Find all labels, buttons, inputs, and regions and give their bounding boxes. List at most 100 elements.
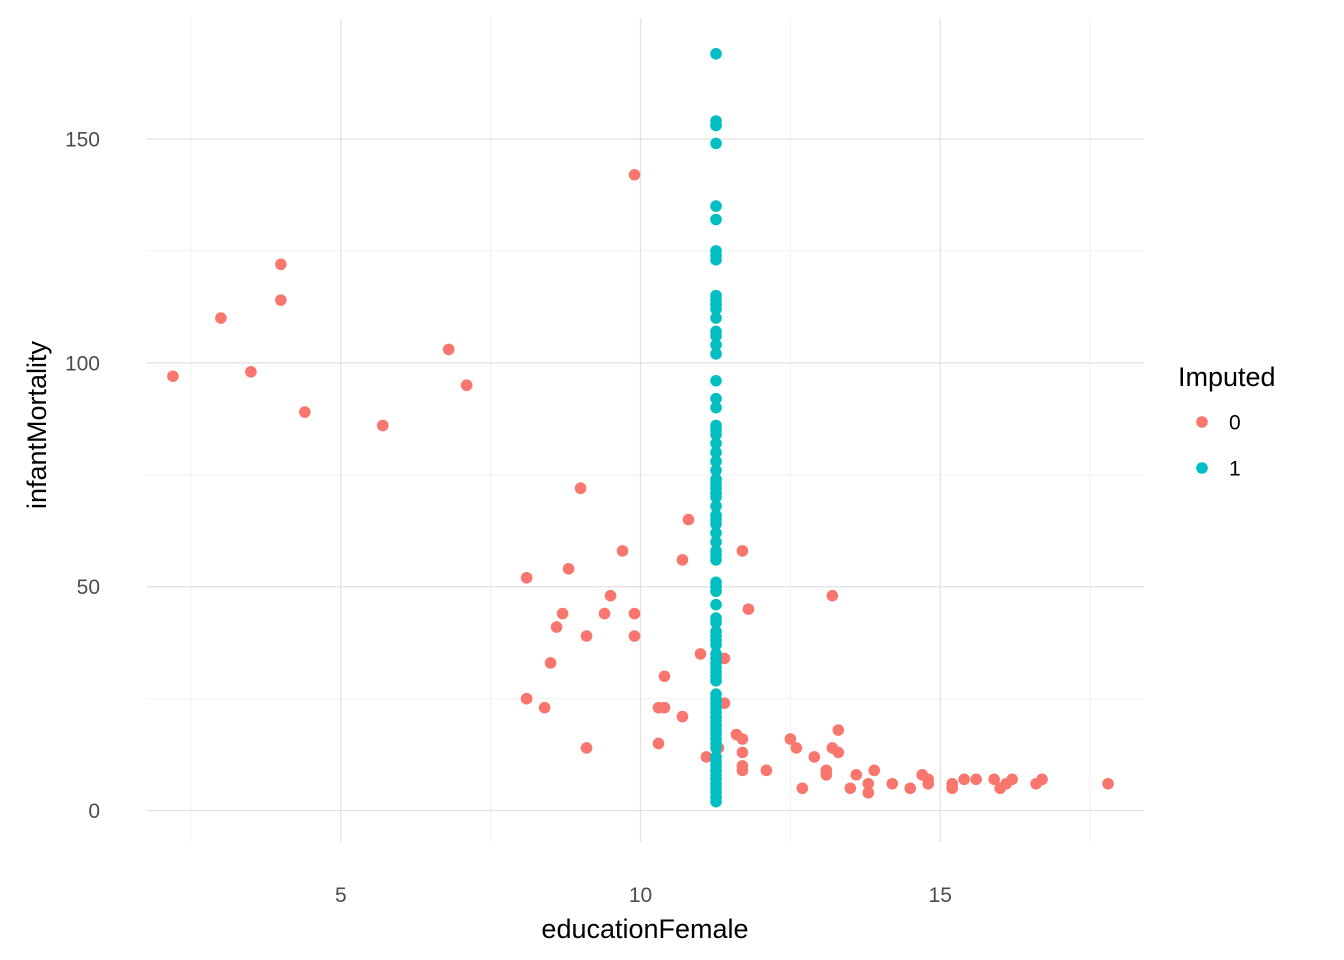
x-tick-label: 15 (929, 884, 952, 907)
data-point (710, 795, 722, 808)
data-point (676, 710, 689, 723)
data-point (862, 786, 875, 799)
data-point (1036, 773, 1048, 786)
data-point (538, 701, 551, 714)
data-point (544, 657, 557, 669)
data-point (760, 764, 773, 777)
data-point (710, 500, 722, 512)
legend: Imputed 01 (1178, 362, 1276, 481)
data-point (245, 365, 257, 378)
data-point (832, 746, 845, 759)
data-point (710, 200, 722, 212)
data-point (710, 455, 722, 468)
data-point (710, 119, 722, 132)
data-point (958, 773, 970, 786)
data-point (376, 419, 389, 432)
data-point (616, 545, 629, 557)
data-point (850, 769, 863, 781)
data-point (215, 312, 227, 324)
y-axis-title: infantMortality (22, 340, 52, 509)
data-point (710, 527, 722, 539)
data-point (682, 513, 695, 526)
data-point (628, 607, 641, 620)
data-point (442, 343, 455, 356)
data-point (710, 674, 722, 687)
data-point (710, 213, 722, 226)
data-point (1102, 777, 1114, 790)
data-point (520, 692, 533, 705)
data-point (275, 258, 287, 271)
data-point (710, 330, 722, 342)
data-point (460, 379, 473, 392)
data-point (299, 406, 311, 418)
x-tick-label: 5 (335, 884, 347, 907)
data-point (844, 782, 857, 795)
data-point (710, 616, 722, 629)
data-point (796, 782, 809, 795)
data-point (736, 746, 749, 759)
data-point (710, 554, 722, 566)
data-point (988, 773, 1000, 786)
data-point (658, 701, 671, 714)
y-tick-label: 0 (88, 800, 100, 823)
data-point (275, 294, 287, 306)
y-tick-label: 150 (65, 128, 100, 151)
y-axis-ticks: 0 50 100 150 (65, 128, 100, 823)
data-point (580, 742, 593, 754)
data-point (784, 733, 797, 745)
data-points (167, 48, 1114, 808)
data-point (604, 589, 617, 602)
data-point (550, 621, 563, 633)
data-point (676, 554, 689, 566)
legend-title: Imputed (1178, 362, 1276, 392)
data-point (652, 737, 665, 750)
x-axis-ticks: 5 10 15 (335, 884, 952, 907)
data-point (736, 764, 749, 777)
data-point (820, 769, 833, 781)
grid (146, 18, 1144, 842)
legend-label-0: 0 (1229, 412, 1241, 435)
data-point (710, 137, 722, 150)
x-axis-title: educationFemale (541, 914, 748, 944)
series-1-points (710, 48, 722, 808)
data-point (710, 348, 722, 360)
data-point (832, 724, 845, 736)
data-point (710, 491, 722, 503)
data-point (628, 168, 641, 181)
data-point (580, 630, 593, 642)
data-point (658, 670, 671, 683)
legend-key-1 (1196, 462, 1208, 474)
data-point (710, 339, 722, 351)
data-point (868, 764, 881, 777)
data-point (694, 648, 707, 660)
data-point (574, 482, 587, 495)
data-point (710, 374, 722, 387)
legend-key-0 (1196, 416, 1208, 428)
data-point (922, 777, 935, 790)
data-point (710, 464, 722, 477)
data-point (710, 392, 722, 405)
data-point (710, 437, 722, 450)
data-point (886, 777, 899, 790)
data-point (710, 428, 722, 441)
data-point (710, 742, 722, 754)
data-point (710, 401, 722, 414)
y-tick-label: 100 (65, 352, 100, 375)
data-point (946, 782, 958, 795)
y-tick-label: 50 (77, 576, 100, 599)
data-point (710, 639, 722, 651)
data-point (736, 545, 749, 557)
legend-items: 01 (1196, 412, 1241, 481)
x-tick-label: 10 (629, 884, 652, 907)
data-point (742, 603, 755, 615)
data-point (710, 48, 722, 60)
data-point (710, 518, 722, 530)
data-point (904, 782, 917, 795)
legend-label-1: 1 (1229, 458, 1241, 481)
data-point (700, 751, 713, 763)
data-point (562, 563, 575, 575)
data-point (628, 630, 641, 642)
data-point (808, 751, 821, 763)
data-point (710, 312, 722, 324)
